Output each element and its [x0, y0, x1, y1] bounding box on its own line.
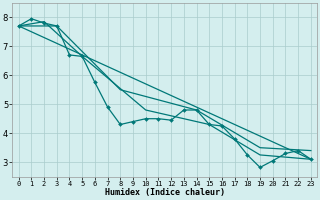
X-axis label: Humidex (Indice chaleur): Humidex (Indice chaleur) — [105, 188, 225, 197]
